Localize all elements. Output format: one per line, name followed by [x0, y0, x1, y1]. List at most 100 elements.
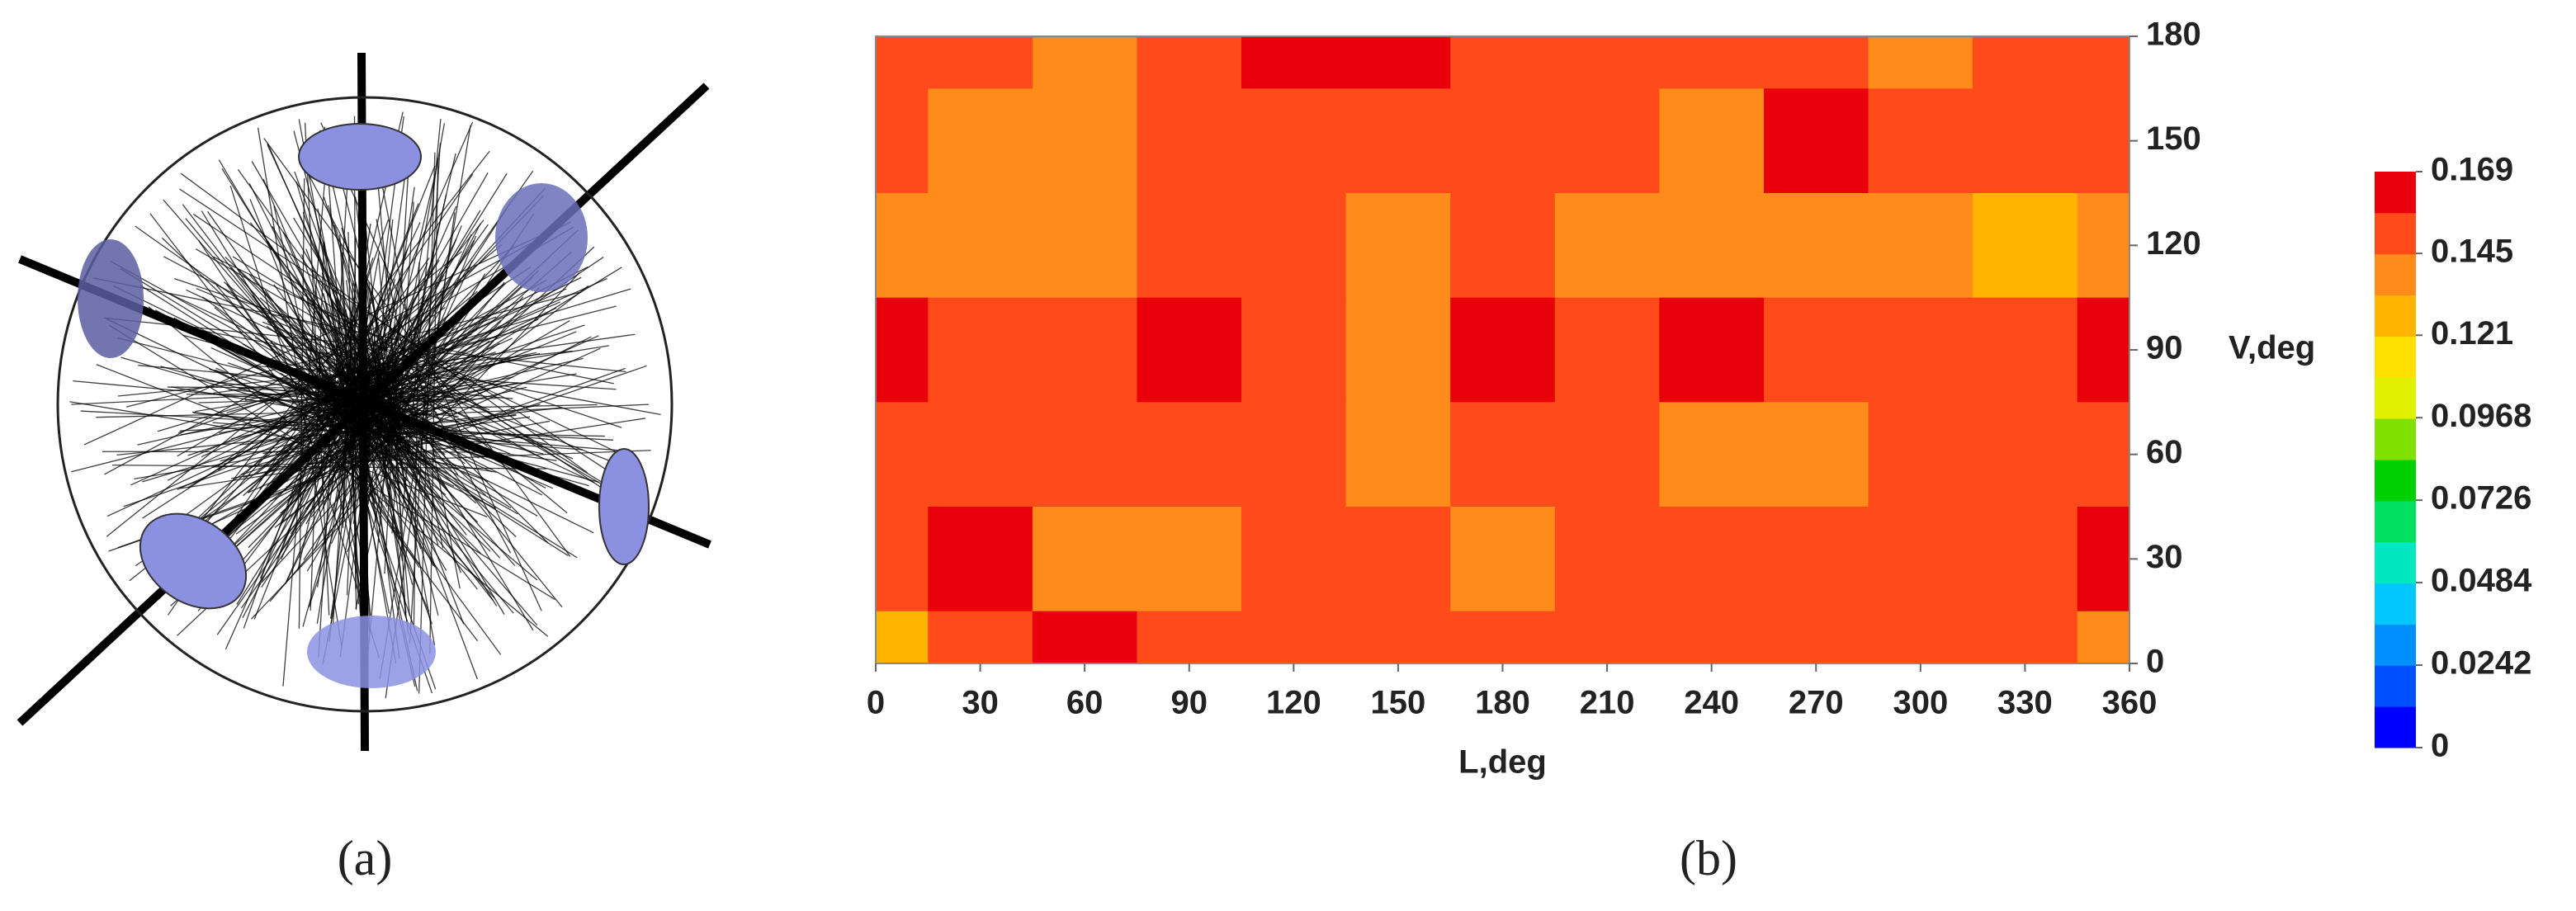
ray: [201, 210, 402, 535]
contour-cell: [1137, 297, 1242, 403]
ray: [230, 357, 584, 440]
x-tick-label: 30: [962, 685, 999, 721]
x-tick-label: 150: [1371, 685, 1426, 721]
detector: [307, 616, 436, 688]
contour-cell: [1973, 36, 2078, 89]
contour-cell: [1241, 36, 1347, 89]
ray: [225, 297, 383, 649]
ray: [217, 306, 446, 467]
ray: [262, 178, 391, 490]
contour-cell: [876, 193, 929, 299]
contour-cell: [928, 193, 1033, 299]
contour-cell: [1554, 88, 1660, 194]
contour-cell: [2077, 507, 2130, 612]
ray: [173, 187, 546, 590]
ray: [301, 254, 388, 507]
contour-cell: [1868, 297, 1973, 403]
detector: [78, 239, 144, 358]
colorbar-band: [2375, 706, 2416, 748]
ray: [322, 278, 401, 665]
contour-cell: [1659, 88, 1765, 194]
contour-cell: [928, 297, 1033, 403]
contour-cell: [1763, 36, 1869, 89]
x-tick-label: 240: [1684, 685, 1739, 721]
ray: [384, 151, 410, 574]
x-tick-label: 180: [1475, 685, 1530, 721]
ray: [96, 364, 488, 518]
contour-cell: [1659, 611, 1765, 664]
contour-cell: [1345, 36, 1451, 89]
x-tick-label: 210: [1580, 685, 1635, 721]
colorbar-band: [2375, 583, 2416, 625]
ray: [360, 238, 404, 545]
colorbar-band: [2375, 336, 2416, 378]
contour-cell: [2077, 611, 2130, 664]
contour-cell: [2077, 36, 2130, 89]
contour-cell: [1345, 297, 1451, 403]
ray: [316, 334, 487, 496]
ray: [330, 205, 457, 493]
ray: [229, 186, 380, 658]
colorbar-tick-label: 0.145: [2431, 234, 2513, 270]
contour-cell: [1554, 36, 1660, 89]
colorbar-tick-label: 0.0726: [2431, 480, 2531, 517]
contour-cell: [1137, 402, 1242, 507]
contour-cell: [1345, 507, 1451, 612]
contour-cell: [1868, 193, 1973, 299]
ray: [192, 378, 376, 404]
x-tick-label: 0: [867, 685, 885, 721]
contour-cell: [1763, 193, 1869, 299]
contour-cell: [2077, 193, 2130, 299]
colorbar-band: [2375, 253, 2416, 296]
colorbar-band: [2375, 295, 2416, 337]
contour-cell: [1973, 297, 2078, 403]
ray: [151, 347, 601, 552]
contour-cell: [1137, 507, 1242, 612]
contour-cell: [1450, 88, 1556, 194]
contour-cell: [928, 507, 1033, 612]
contour-cell: [1032, 88, 1137, 194]
contour-cell: [1554, 193, 1660, 299]
contour-cell: [928, 402, 1033, 507]
colorbar-tick-label: 0.169: [2431, 152, 2513, 188]
ray: [357, 319, 539, 405]
colorbar-band: [2375, 500, 2416, 543]
contour-cell: [2077, 297, 2130, 403]
contour-cell: [1345, 88, 1451, 194]
contour-cell: [1345, 402, 1451, 507]
ray: [294, 276, 431, 484]
contour-cell: [1973, 507, 2078, 612]
contour-cell: [1241, 88, 1347, 194]
colorbar-tick-label: 0.0484: [2431, 563, 2532, 599]
colorbar-band: [2375, 418, 2416, 460]
contour-cell: [1241, 611, 1347, 664]
contour-cell: [876, 402, 929, 507]
x-tick-label: 90: [1171, 685, 1208, 721]
contour-cell: [1763, 507, 1869, 612]
ray: [368, 281, 436, 646]
contour-cell: [1032, 36, 1137, 89]
ray: [225, 256, 419, 437]
ray: [267, 320, 397, 445]
ray: [157, 288, 631, 432]
ray: [361, 403, 543, 496]
contour-cell: [1241, 193, 1347, 299]
ray: [169, 324, 661, 415]
ray: [134, 413, 517, 479]
contour-cell: [928, 88, 1033, 194]
y-tick-label: 180: [2146, 17, 2201, 53]
x-tick-label: 60: [1066, 685, 1104, 721]
colorbar-band: [2375, 541, 2416, 584]
ray: [372, 172, 437, 437]
ray: [257, 127, 343, 647]
contour-cell: [1659, 193, 1765, 299]
panel-label: (a): [338, 831, 393, 885]
contour-cell: [1450, 36, 1556, 89]
x-tick-label: 270: [1789, 685, 1844, 721]
x-tick-label: 300: [1893, 685, 1948, 721]
ray: [182, 334, 404, 396]
colorbar-tick-label: 0.0242: [2431, 645, 2531, 682]
ray: [117, 367, 626, 549]
contour-cell: [1973, 193, 2078, 299]
